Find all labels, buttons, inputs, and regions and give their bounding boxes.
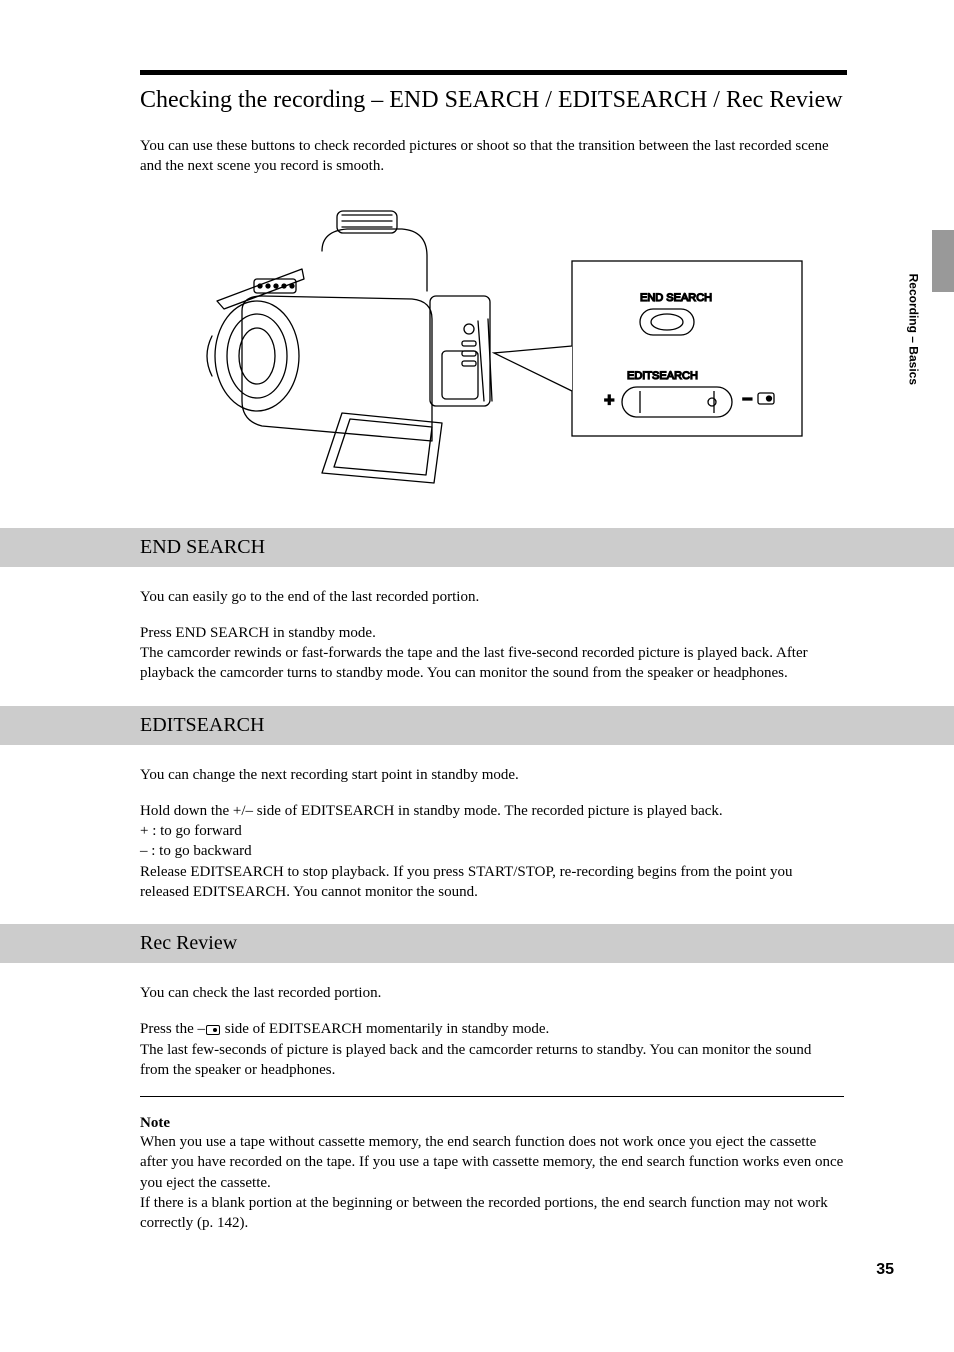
camcorder-illustration-svg: END SEARCH EDITSEARCH + − [172,201,812,491]
endsearch-p1: You can easily go to the end of the last… [140,587,844,607]
svg-text:+: + [604,390,615,410]
editsearch-p2: Hold down the +/– side of EDITSEARCH in … [140,801,844,902]
intro-text: You can use these buttons to check recor… [140,136,844,177]
page-title: Checking the recording – END SEARCH / ED… [140,87,844,114]
svg-text:−: − [742,389,753,409]
page-container: Checking the recording – END SEARCH / ED… [0,0,954,1309]
section-heading-recreview: Rec Review [0,924,954,963]
note-heading: Note [140,1115,844,1132]
endsearch-p2: Press END SEARCH in standby mode. The ca… [140,623,844,684]
editsearch-p1: You can change the next recording start … [140,765,844,785]
rec-review-icon [206,1025,220,1035]
note-body: When you use a tape without cassette mem… [140,1132,844,1233]
page-number: 35 [876,1261,894,1279]
illustration-label-endsearch: END SEARCH [640,292,712,304]
section-heading-editsearch: EDITSEARCH [0,706,954,745]
divider-line [140,1096,844,1097]
recreview-p2: Press the – side of EDITSEARCH momentari… [140,1019,844,1080]
section-heading-endsearch: END SEARCH [0,528,954,567]
top-rule [140,70,847,75]
illustration: END SEARCH EDITSEARCH + − [140,201,844,496]
recreview-p1: You can check the last recorded portion. [140,983,844,1003]
illustration-label-editsearch: EDITSEARCH [627,370,698,382]
